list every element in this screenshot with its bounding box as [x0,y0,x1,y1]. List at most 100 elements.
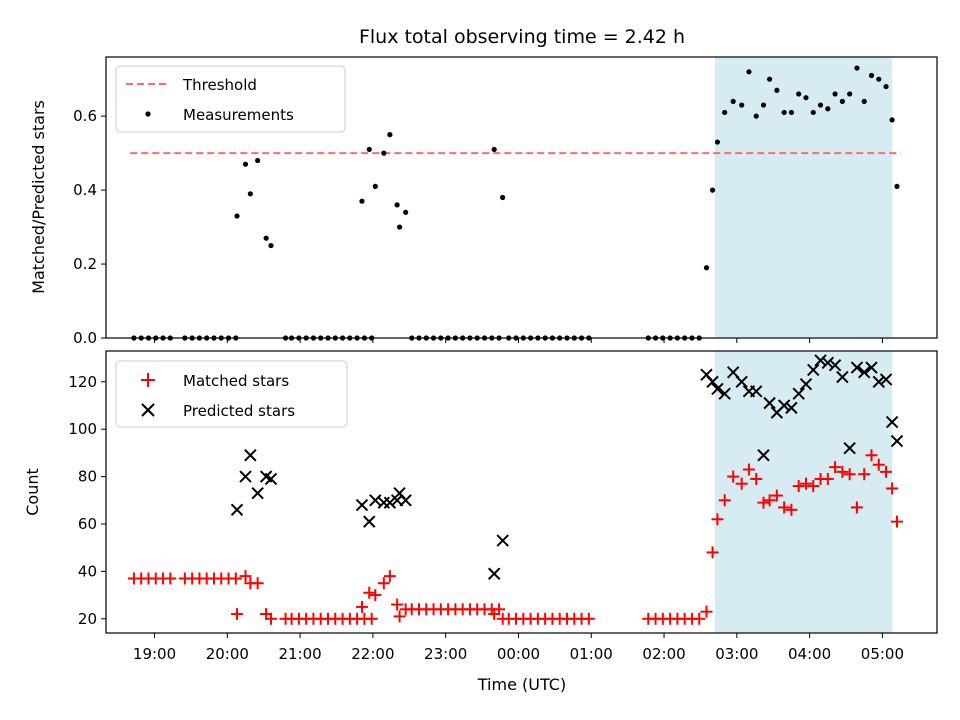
matched-star-point [799,477,812,490]
measurement-point [268,242,274,249]
measurement-point [263,235,269,241]
measurement-point [788,109,795,116]
x-tick-label: 20:00 [206,645,249,663]
predicted-star-point [858,366,871,379]
measurement-point [781,109,787,116]
measurement-point [255,157,261,164]
matched-star-point [850,501,863,514]
predicted-star-point [843,441,856,455]
matched-star-point [872,458,885,471]
bottom-panel: 20 40 60 80 100 120 19:00 20:00 21:00 22:00 23:00… [23,350,938,694]
matched-star-point [393,610,406,623]
measurement-point [876,76,882,82]
x-tick-label: 04:00 [788,645,831,663]
predicted-star-point [821,356,835,370]
matched-star-point [488,608,501,621]
x-tick-label: 02:00 [642,645,685,663]
measurement-point [883,83,889,90]
measurement-point [760,102,767,108]
matched-star-point [858,468,871,481]
x-tick-label: 05:00 [861,645,904,663]
matched-star-point [742,463,755,476]
measurement-point [894,183,900,190]
predicted-star-point [836,370,849,384]
bottom-legend-box [115,360,348,428]
measurements-legend-label: Measurements [183,106,294,124]
predicted-star-point [363,515,376,528]
matched-star-point [890,515,903,528]
measurement-point [359,198,365,204]
predicted-stars-legend-label: Predicted stars [183,402,295,420]
predicted-star-point [872,375,885,389]
matched-star-point [718,494,731,507]
top-x-ticks [154,338,883,343]
top-observing-window-shade [714,57,893,338]
y-tick-label: 80 [78,468,97,486]
top-data-layer [130,65,901,341]
predicted-star-point [735,375,748,389]
predicted-star-point [792,387,805,400]
matched-star-point [355,600,368,613]
matched-star-point [706,546,719,559]
measurement-point [387,132,393,138]
measurement-point [381,150,387,156]
matched-star-point [785,503,798,516]
x-tick-label: 19:00 [133,645,176,663]
matched-star-point [807,480,820,493]
predicted-star-point [244,449,257,462]
matched-star-point [365,612,378,625]
matched-stars-legend-swatch [141,373,155,387]
measurement-point [709,187,716,193]
matched-star-point [229,572,242,585]
x-axis-label: Time (UTC) [477,675,566,694]
predicted-star-point [377,496,391,509]
matched-star-point [727,470,740,483]
bottom-observing-window-shade [714,351,893,633]
top-y-ticks: 0.0 0.2 0.4 0.6 [73,107,106,347]
measurement-point [394,202,400,208]
matched-star-point [750,472,763,485]
predicted-star-point [251,486,264,500]
matched-star-point [231,608,244,621]
measurement-point [774,87,780,93]
predicted-star-point [763,396,776,410]
predicted-star-point [757,449,770,462]
y-tick-label: 40 [78,562,97,580]
predicted-star-point [799,377,813,391]
measurement-point [247,191,253,197]
measurement-point [825,106,831,112]
threshold-legend-label: Threshold [182,76,257,94]
measurement-point [861,98,867,104]
matched-star-point [711,513,724,526]
measurement-point [847,91,853,97]
predicted-star-point [264,472,278,486]
measurement-point [839,98,845,104]
matched-star-point [700,605,713,618]
measurement-point [242,161,249,167]
predicted-star-point [487,567,501,580]
top-y-axis-label: Matched/Predicted stars [29,100,48,294]
predicted-star-point [383,496,397,509]
predicted-star-point [496,534,509,547]
matched-star-point [735,477,748,490]
matched-star-point [778,501,791,514]
matched-star-point [383,570,396,583]
measurement-point [739,102,745,108]
x-tick-label: 22:00 [351,645,394,663]
predicted-star-point [785,401,798,415]
x-tick-label: 21:00 [278,645,321,663]
matched-star-point [770,489,783,502]
predicted-star-point [355,498,369,512]
matched-star-point [251,577,264,590]
matched-star-point [886,482,899,495]
measurements-legend-swatch [145,111,151,117]
matched-star-point [829,461,842,474]
measurement-point [722,109,728,116]
measurement-point [366,146,372,153]
predicted-star-point [828,359,842,372]
y-tick-label: 20 [78,610,97,628]
measurement-point [703,265,710,271]
y-tick-label: 60 [78,515,97,533]
measurement-point [234,213,240,219]
bottom-y-ticks: 20 40 60 80 100 120 [68,373,106,628]
